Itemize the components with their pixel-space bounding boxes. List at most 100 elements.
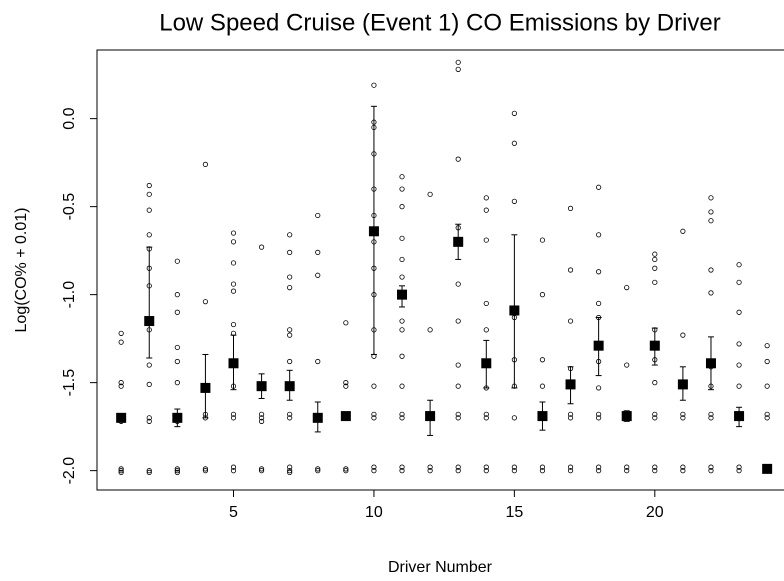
observation-point — [455, 66, 461, 72]
observation-point — [427, 464, 433, 470]
observation-point — [118, 330, 124, 336]
observation-point — [399, 353, 405, 359]
observation-point — [202, 468, 209, 474]
observation-point — [230, 288, 237, 294]
observation-point — [343, 468, 349, 474]
observation-point — [736, 468, 742, 474]
observation-point — [539, 383, 546, 389]
observation-point — [708, 267, 714, 273]
mean-marker — [705, 358, 716, 369]
mean-marker — [200, 382, 211, 393]
observation-point — [174, 358, 180, 365]
observation-point — [539, 464, 546, 470]
observation-point — [258, 466, 265, 472]
observation-point — [146, 415, 152, 421]
observation-point — [652, 411, 658, 417]
observation-point — [708, 195, 714, 201]
observation-point — [455, 281, 461, 287]
observation-point — [567, 267, 574, 273]
observation-point — [315, 272, 321, 278]
mean-marker — [593, 340, 604, 351]
observation-point — [539, 237, 546, 243]
observation-point — [567, 318, 574, 324]
observation-point — [230, 415, 237, 421]
observation-point — [708, 209, 714, 215]
x-tick-label: 5 — [229, 504, 238, 521]
observation-point — [483, 327, 489, 333]
observation-point — [736, 262, 742, 268]
observation-point — [399, 204, 405, 210]
observation-point — [202, 466, 209, 472]
mean-marker — [340, 411, 351, 422]
observation-point — [736, 341, 742, 347]
observation-point — [230, 281, 237, 287]
observation-point — [287, 249, 293, 255]
observation-point — [680, 415, 686, 421]
observation-point — [371, 82, 377, 88]
observation-point — [455, 415, 461, 421]
observation-point — [680, 228, 686, 234]
observation-point — [146, 362, 152, 368]
observation-point — [708, 218, 714, 224]
mean-marker — [368, 226, 379, 237]
observation-point — [511, 468, 517, 474]
observation-point — [287, 327, 293, 333]
observation-point — [315, 249, 321, 255]
observation-point — [118, 339, 124, 345]
observation-point — [511, 464, 517, 470]
observation-point — [427, 468, 433, 474]
observation-point — [343, 320, 349, 326]
observation-point — [455, 411, 461, 417]
observation-point — [399, 274, 405, 280]
observation-point — [146, 207, 152, 213]
observation-point — [230, 230, 237, 236]
mean-marker — [509, 305, 520, 316]
observation-point — [343, 383, 349, 389]
observation-point — [539, 468, 546, 474]
observation-point — [146, 232, 152, 238]
observation-point — [596, 300, 602, 307]
observation-point — [230, 468, 237, 474]
observation-point — [315, 212, 321, 219]
observation-point — [764, 383, 770, 389]
observation-point — [287, 469, 293, 475]
y-tick-label: 0.0 — [61, 107, 78, 129]
observation-point — [652, 468, 658, 474]
observation-point — [118, 469, 124, 475]
observation-point — [287, 411, 293, 417]
observation-point — [399, 318, 405, 324]
observation-point — [315, 358, 321, 365]
observation-point — [427, 327, 433, 333]
mean-marker — [649, 340, 660, 351]
y-tick-label: -1.5 — [61, 369, 78, 397]
observation-point — [146, 191, 152, 197]
observation-point — [174, 258, 180, 264]
mean-marker — [537, 411, 548, 422]
observation-point — [511, 110, 517, 116]
observation-point — [652, 251, 658, 257]
observation-point — [174, 466, 180, 472]
mean-marker — [144, 316, 155, 327]
observation-point — [736, 383, 742, 389]
observation-point — [146, 182, 152, 189]
observation-point — [596, 468, 602, 474]
observation-point — [371, 411, 377, 417]
observation-point — [455, 59, 461, 65]
observation-point — [596, 232, 602, 238]
observation-point — [371, 468, 377, 474]
observation-point — [567, 415, 574, 421]
observation-point — [455, 383, 461, 389]
observation-point — [258, 411, 265, 417]
observation-point — [230, 239, 237, 245]
observation-point — [315, 466, 321, 472]
observation-point — [652, 256, 658, 263]
observation-point — [287, 284, 293, 291]
observation-point — [483, 207, 489, 213]
mean-marker — [228, 358, 239, 369]
observation-point — [764, 411, 770, 417]
observation-point — [202, 299, 209, 305]
observation-point — [455, 156, 461, 162]
observation-point — [624, 468, 630, 474]
mean-marker — [762, 463, 773, 474]
